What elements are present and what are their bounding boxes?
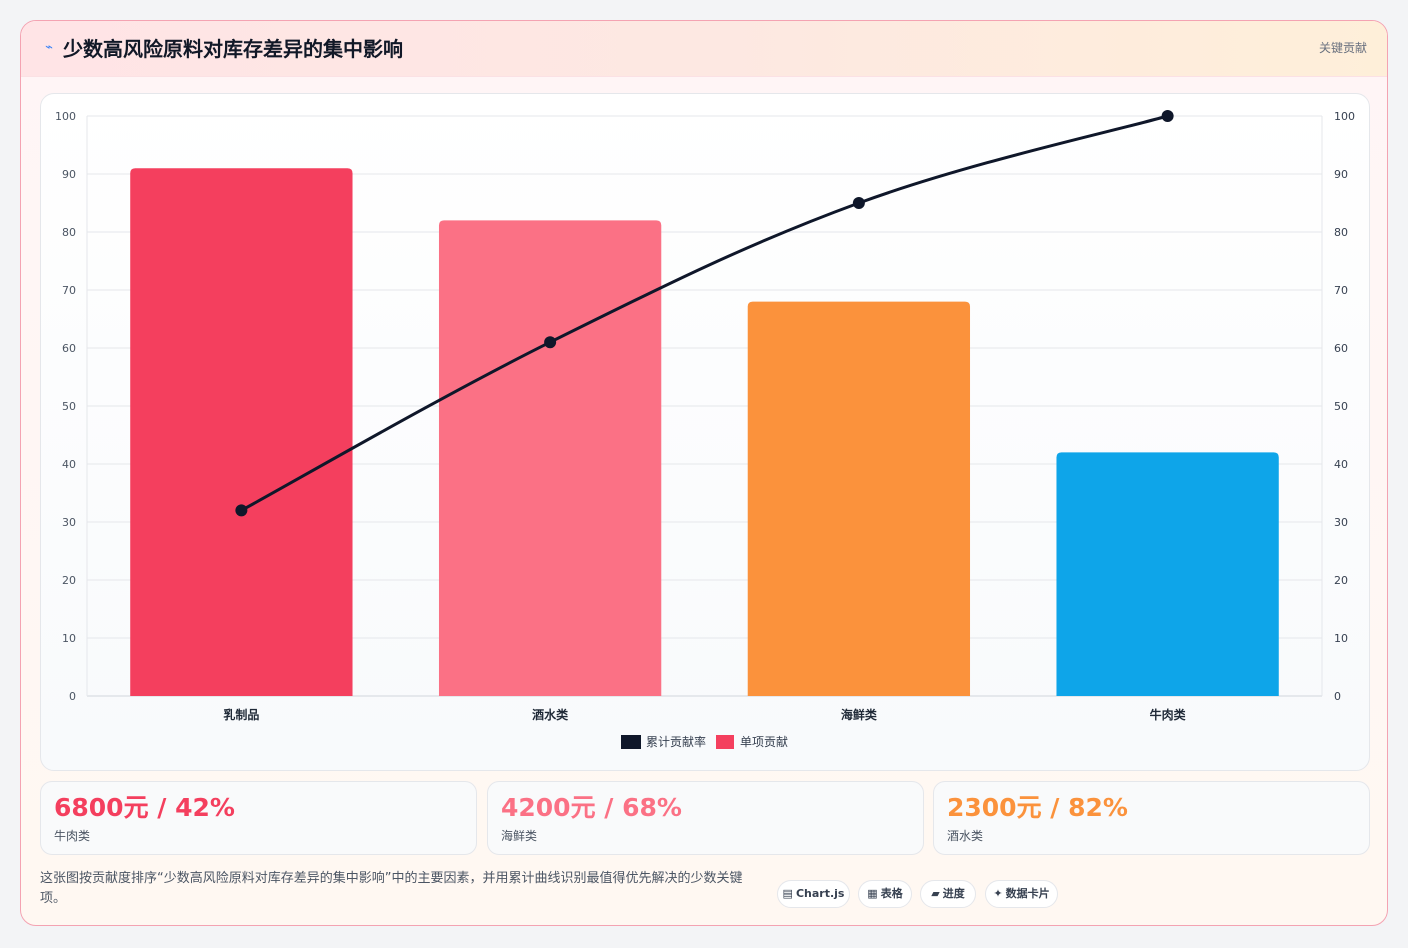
bar-3 xyxy=(747,301,971,696)
table-icon: ▦ xyxy=(867,887,878,900)
cumulative-point-4 xyxy=(1161,110,1174,122)
chart-description: 这张图按贡献度排序“少数高风险原料对库存差异的集中影响”中的主要因素，并用累计曲… xyxy=(40,871,743,906)
y2-tick-label: 20 xyxy=(1334,574,1348,587)
y-tick-label: 50 xyxy=(62,400,76,413)
progress-icon: ▰ xyxy=(931,887,940,900)
kpi-label: 牛肉类 xyxy=(54,829,91,843)
cumulative-line xyxy=(240,114,1169,512)
chip-table[interactable]: ▦ 表格 xyxy=(858,880,912,908)
y2-tick-label: 60 xyxy=(1334,342,1348,355)
chip-label: 表格 xyxy=(880,887,903,900)
kpi-card-1: 6800元 / 42% 牛肉类 xyxy=(40,781,477,855)
chip-progress[interactable]: ▰ 进度 xyxy=(920,880,976,908)
cumulative-point-1 xyxy=(235,504,248,517)
bar-1 xyxy=(130,168,353,696)
sparkle-icon: ✦ xyxy=(993,887,1003,900)
y2-tick-label: 40 xyxy=(1334,458,1348,471)
chip-chartjs[interactable]: ▤ Chart.js xyxy=(777,880,850,908)
y2-tick-label: 70 xyxy=(1334,284,1348,297)
kpi-label: 酒水类 xyxy=(947,829,984,843)
y-tick-label: 60 xyxy=(62,342,76,355)
y-tick-label: 80 xyxy=(62,226,76,239)
x-tick-label: 牛肉类 xyxy=(1150,707,1187,722)
kpi-card-3: 2300元 / 82% 酒水类 xyxy=(933,781,1370,855)
kpi-value: 4200元 / 68% xyxy=(501,793,682,822)
bar-2 xyxy=(438,220,662,696)
chart-card: ⌁ 少数高风险原料对库存差异的集中影响 关键贡献 0 0 10 10 20 20 30 30 4… xyxy=(20,20,1388,926)
y-tick-label: 0 xyxy=(69,690,76,703)
kpi-value: 2300元 / 82% xyxy=(947,793,1128,822)
x-tick-label: 乳制品 xyxy=(223,707,259,722)
pareto-chart: 0 0 10 10 20 20 30 30 40 40 50 50 60 60 70 70 80 80 90 90 10… xyxy=(55,110,1355,749)
y-tick-label: 30 xyxy=(62,516,76,529)
header-badge: 关键贡献 xyxy=(1318,41,1367,55)
kpi-label: 海鲜类 xyxy=(501,829,538,843)
cumulative-point-3 xyxy=(852,197,865,209)
legend-swatch-cumulative xyxy=(621,735,641,749)
y-tick-label: 70 xyxy=(62,284,76,297)
legend-label-cumulative: 累计贡献率 xyxy=(646,734,706,749)
legend-swatch-bar xyxy=(716,735,734,749)
y-tick-label: 100 xyxy=(55,110,76,123)
y-tick-label: 40 xyxy=(62,458,76,471)
lightning-icon: ⌁ xyxy=(45,40,53,55)
legend-label-bar: 单项贡献 xyxy=(740,734,788,749)
bar-4 xyxy=(1056,452,1279,696)
card-header: ⌁ 少数高风险原料对库存差异的集中影响 关键贡献 xyxy=(21,21,1387,77)
chip-data-cards[interactable]: ✦ 数据卡片 xyxy=(985,880,1058,908)
x-tick-label: 酒水类 xyxy=(532,707,569,722)
kpi-card-2: 4200元 / 68% 海鲜类 xyxy=(487,781,924,855)
kpi-value: 6800元 / 42% xyxy=(54,793,235,822)
page-title: 少数高风险原料对库存差异的集中影响 xyxy=(63,37,403,61)
pareto-chart-panel: 0 0 10 10 20 20 30 30 40 40 50 50 60 60 70 70 80 80 90 90 10… xyxy=(40,93,1370,771)
y2-tick-label: 100 xyxy=(1334,110,1355,123)
y2-tick-label: 80 xyxy=(1334,226,1348,239)
cumulative-point-2 xyxy=(544,336,557,349)
y2-tick-label: 50 xyxy=(1334,400,1348,413)
y2-tick-label: 90 xyxy=(1334,168,1348,181)
y2-tick-label: 10 xyxy=(1334,632,1348,645)
y-tick-label: 10 xyxy=(62,632,76,645)
y-tick-label: 90 xyxy=(62,168,76,181)
chip-label: 进度 xyxy=(942,887,965,900)
chip-label: Chart.js xyxy=(795,887,845,900)
x-tick-label: 海鲜类 xyxy=(841,707,878,722)
y-tick-label: 20 xyxy=(62,574,76,587)
y2-tick-label: 30 xyxy=(1334,516,1348,529)
chip-label: 数据卡片 xyxy=(1005,887,1050,900)
chart-icon: ▤ xyxy=(782,887,793,900)
y2-tick-label: 0 xyxy=(1334,690,1341,703)
